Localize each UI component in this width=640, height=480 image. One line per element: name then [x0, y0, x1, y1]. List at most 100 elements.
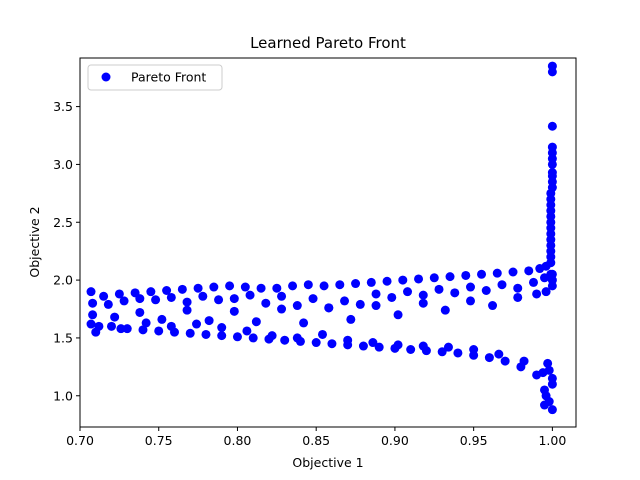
- plot-frame: [79, 57, 577, 428]
- data-point: [157, 314, 167, 324]
- data-point: [88, 310, 98, 320]
- data-point: [541, 391, 551, 401]
- data-point: [461, 270, 471, 280]
- data-point: [547, 142, 557, 152]
- data-point: [414, 274, 424, 284]
- data-point: [492, 268, 502, 278]
- plot-background: [80, 58, 576, 427]
- data-point: [437, 347, 447, 357]
- x-tick-label: 0.90: [381, 433, 409, 448]
- data-point: [393, 310, 403, 320]
- data-point: [204, 316, 214, 326]
- data-point: [299, 318, 309, 328]
- data-point: [209, 282, 219, 292]
- data-point: [398, 275, 408, 285]
- data-point: [225, 281, 235, 291]
- data-point: [229, 306, 239, 316]
- data-point: [303, 280, 313, 290]
- data-point: [469, 345, 479, 354]
- legend-box: [87, 64, 223, 91]
- data-point: [135, 294, 145, 304]
- plot-area: [79, 57, 577, 428]
- data-point: [86, 319, 96, 329]
- data-point: [488, 301, 498, 311]
- chart-title: Learned Pareto Front: [250, 34, 406, 52]
- data-point: [280, 335, 290, 345]
- scatter-points: [86, 61, 557, 415]
- data-point: [351, 279, 361, 289]
- data-point: [119, 296, 129, 306]
- data-point: [154, 326, 164, 336]
- data-point: [292, 301, 302, 311]
- data-point: [99, 291, 109, 301]
- data-point: [508, 267, 518, 277]
- data-point: [201, 329, 211, 339]
- data-point: [543, 358, 553, 368]
- data-point: [103, 299, 113, 309]
- x-tick-label: 0.95: [460, 433, 488, 448]
- data-point: [327, 339, 337, 349]
- data-point: [403, 287, 413, 297]
- data-point: [242, 326, 252, 336]
- data-point: [513, 292, 523, 302]
- data-point: [138, 325, 148, 335]
- data-point: [162, 286, 172, 295]
- legend: Pareto Front: [87, 64, 223, 91]
- data-point: [513, 283, 523, 293]
- data-point: [198, 291, 208, 301]
- data-point: [450, 288, 460, 298]
- legend-label: Pareto Front: [131, 70, 206, 85]
- data-point: [497, 280, 507, 290]
- data-point: [477, 269, 487, 279]
- y-axis: 1.0 1.5 2.0 2.5 3.0 3.5: [53, 99, 80, 403]
- data-point: [88, 298, 98, 308]
- x-tick-label: 0.85: [302, 433, 330, 448]
- data-point: [547, 373, 557, 383]
- data-point: [541, 287, 551, 297]
- data-point: [240, 282, 250, 292]
- y-tick-label: 1.0: [53, 388, 73, 403]
- data-point: [91, 327, 101, 337]
- data-point: [232, 332, 242, 342]
- data-point: [440, 305, 450, 315]
- data-point: [532, 289, 542, 299]
- y-tick-label: 2.0: [53, 273, 73, 288]
- data-point: [193, 283, 203, 293]
- legend-marker: [101, 72, 111, 82]
- data-point: [540, 400, 550, 410]
- data-point: [418, 298, 428, 308]
- data-point: [185, 328, 195, 338]
- data-point: [146, 287, 156, 297]
- data-point: [343, 335, 353, 345]
- data-point: [166, 321, 176, 331]
- data-point: [358, 341, 368, 351]
- data-point: [141, 318, 151, 328]
- data-point: [182, 305, 192, 315]
- data-point: [547, 168, 557, 178]
- x-axis: 0.70 0.75 0.80 0.85 0.90 0.95 1.00: [66, 427, 566, 448]
- data-point: [177, 284, 187, 294]
- data-point: [371, 301, 381, 311]
- data-point: [406, 345, 416, 354]
- data-point: [466, 282, 475, 292]
- data-point: [114, 289, 124, 299]
- data-point: [292, 333, 302, 343]
- y-tick-label: 1.5: [53, 330, 73, 345]
- y-tick-label: 3.5: [53, 99, 73, 114]
- data-point: [366, 277, 376, 287]
- data-point: [524, 266, 534, 276]
- data-point: [229, 294, 239, 304]
- data-point: [192, 319, 202, 329]
- data-point: [547, 121, 557, 131]
- data-point: [519, 356, 529, 366]
- data-point: [261, 298, 271, 308]
- data-point: [528, 277, 538, 287]
- data-point: [272, 283, 282, 293]
- data-point: [135, 307, 145, 317]
- y-tick-label: 2.5: [53, 215, 73, 230]
- data-point: [319, 281, 329, 291]
- data-point: [317, 329, 327, 339]
- data-point: [151, 295, 161, 305]
- data-point: [277, 304, 287, 314]
